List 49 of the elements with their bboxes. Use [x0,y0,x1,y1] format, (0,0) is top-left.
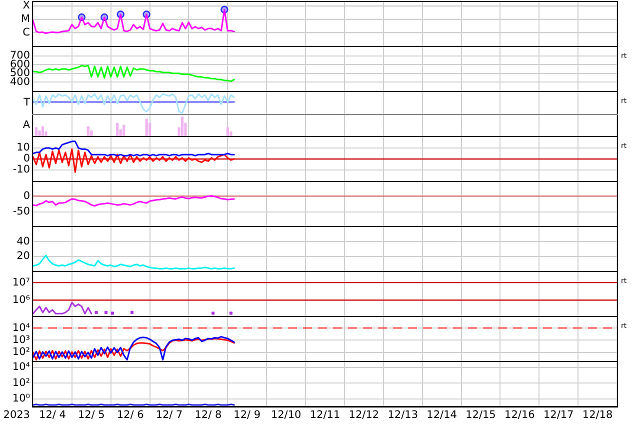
bar [38,130,41,136]
y-tick-label: 0 [23,152,30,165]
bar [226,127,229,136]
x-tick-label: 12/ 6 [116,409,144,422]
bar [90,130,93,136]
x-tick-label: 12/12 [348,409,380,422]
y-tick-label: 0 [23,190,30,202]
y-tick-label: 10⁴ [12,361,30,374]
ref-line-label: M [20,13,30,26]
x-tick-label: 12/ 7 [156,409,183,422]
x-tick-label: 12/ 8 [194,409,222,422]
x-tick-label: 12/14 [426,409,458,422]
y-tick-label: 40 [16,235,30,248]
bar [116,122,119,136]
y-axis-title: T [22,96,31,109]
x-tick-label: 12/18 [582,409,613,422]
y-tick-label: 10 [16,142,30,154]
x-tick-label: 12/15 [466,409,496,422]
x-tick-label: 12/ 4 [39,409,66,422]
bar [145,118,148,136]
bar [41,126,44,136]
bar [180,116,184,136]
x-tick-label: 12/ 5 [78,409,105,422]
x-tick-label: 12/11 [310,409,340,422]
x-tick-label: 12/ 9 [234,409,261,422]
bar [122,124,126,136]
bar [86,126,90,136]
bar [34,127,38,136]
y-tick-label: 10⁰ [12,392,30,405]
y-tick-label: 10² [12,376,30,389]
x-axis-title: 2023 [3,409,30,422]
x-tick-label: 12/13 [388,409,418,422]
y-tick-label: 400 [10,76,30,88]
ref-line-label: X [22,0,30,12]
y-tick-label: 10⁷ [12,276,30,288]
ref-line-label: C [22,26,30,38]
y-tick-label: 10⁶ [12,294,30,306]
y-tick-label: 20 [16,250,30,262]
y-tick-label: 10² [12,346,30,358]
x-tick-label: 12/17 [543,409,574,422]
y-tick-label: -50 [12,206,30,218]
bar [230,131,232,136]
y-axis-title: A [22,119,31,132]
y-tick-label: 10³ [12,334,30,346]
x-tick-label: 12/10 [270,409,302,422]
x-tick-label: 12/16 [504,409,536,422]
y-tick-label: 10⁴ [12,322,30,334]
bar [148,122,152,136]
y-tick-label: -10 [12,164,30,176]
